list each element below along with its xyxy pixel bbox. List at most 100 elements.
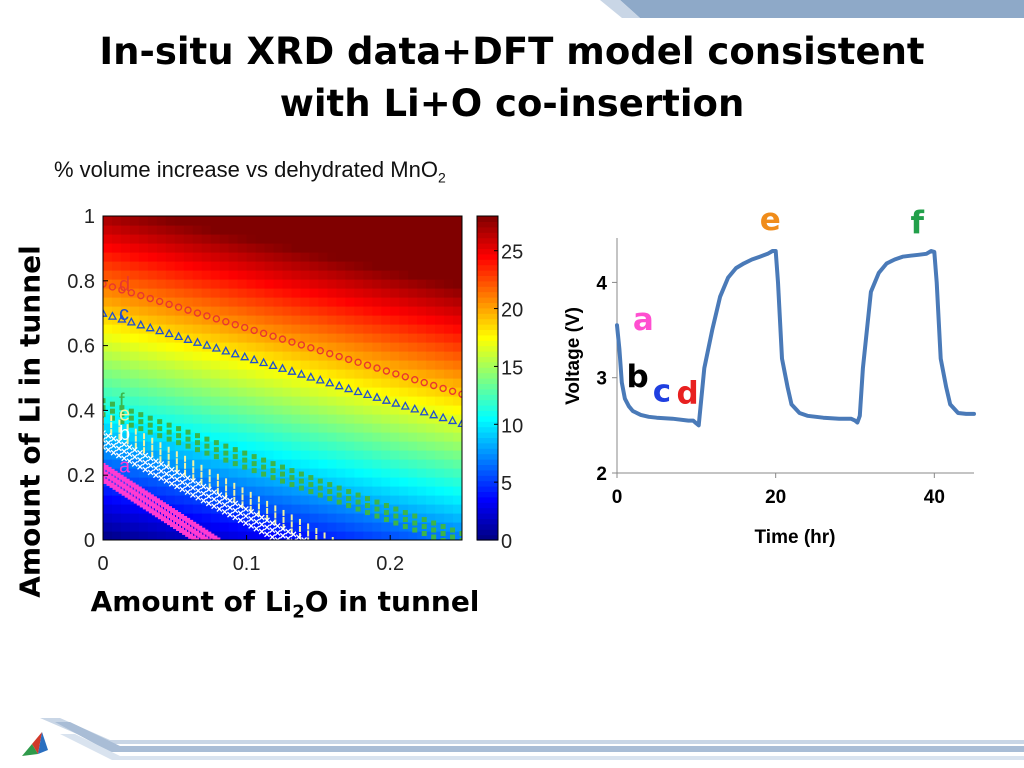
heatmap-cell [255, 414, 266, 424]
heatmap-point-f [109, 408, 115, 414]
colorbar-band [477, 399, 498, 406]
heatmap-cell [309, 486, 319, 496]
heatmap-cell [345, 360, 355, 370]
heatmap-cell [363, 369, 373, 379]
heatmap-cell [372, 324, 382, 334]
heatmap-cell [291, 270, 302, 280]
heatmap-cell [129, 387, 140, 397]
heatmap-point-d [297, 341, 306, 349]
heatmap-cell [255, 531, 266, 540]
heatmap-point-e [118, 433, 121, 440]
heatmap-point-d [278, 335, 287, 343]
heatmap-cell [156, 252, 167, 262]
heatmap-cell [210, 468, 221, 478]
heatmap-point-a [200, 527, 206, 533]
heatmap-cell [174, 288, 185, 298]
colorbar-band [477, 491, 498, 498]
heatmap-cell [291, 396, 302, 406]
heatmap-cell [255, 450, 266, 460]
logo-red-icon [32, 732, 42, 754]
heatmap-point-e [151, 437, 154, 444]
heatmap-point-c [429, 409, 439, 419]
heatmap-cell [417, 315, 427, 325]
heatmap-cell [165, 405, 176, 415]
heatmap-point-e [167, 453, 170, 460]
heatmap-cell [426, 405, 436, 415]
heatmap-cell [282, 522, 293, 532]
heatmap-cell [291, 387, 302, 397]
heatmap-cell [453, 252, 462, 262]
heatmap-cell [435, 270, 445, 280]
heatmap-point-b [221, 501, 228, 508]
heatmap-point-b [163, 477, 170, 484]
heatmap-cell [192, 405, 203, 415]
heatmap-point-a [176, 526, 182, 532]
heatmap-cell [273, 468, 284, 478]
heatmap-cell [291, 306, 302, 316]
heatmap-cell [408, 234, 418, 244]
heatmap-cell [138, 387, 149, 397]
heatmap-cell [390, 225, 400, 235]
heatmap-cell [309, 513, 319, 523]
heatmap-xlabel-prefix: Amount of Li [90, 585, 293, 618]
heatmap-cell [237, 360, 248, 370]
heatmap-cell [273, 513, 284, 523]
heatmap-cell [354, 396, 364, 406]
heatmap-cell [309, 423, 319, 433]
heatmap-point-f [365, 496, 371, 502]
heatmap-point-b [105, 432, 112, 439]
voltage-annotation-a: a [633, 302, 654, 338]
heatmap-cell [300, 387, 311, 397]
heatmap-cell [237, 216, 248, 226]
heatmap-point-e [249, 498, 252, 505]
heatmap-point-d [382, 367, 391, 375]
heatmap-point-e [175, 451, 178, 458]
heatmap-cell [435, 441, 445, 451]
heatmap-cell [210, 522, 221, 532]
heatmap-point-c [447, 415, 458, 425]
heatmap-cell [435, 459, 445, 469]
heatmap-point-b [253, 525, 260, 532]
heatmap-point-e [175, 465, 178, 472]
heatmap-cell [408, 450, 418, 460]
heatmap-cell [444, 513, 454, 523]
heatmap-cell [183, 306, 194, 316]
heatmap-cell [174, 270, 185, 280]
heatmap-cell [129, 216, 140, 226]
heatmap-cell [129, 378, 140, 388]
heatmap-cell [228, 360, 239, 370]
heatmap-cell [219, 369, 230, 379]
heatmap-cell [309, 288, 319, 298]
heatmap-point-f [346, 503, 352, 509]
heatmap-cell [444, 432, 454, 442]
heatmap-point-f [128, 415, 134, 421]
heatmap-cell [399, 423, 409, 433]
heatmap-cell [103, 513, 113, 523]
heatmap-point-d [420, 378, 428, 387]
heatmap-point-b [195, 494, 202, 501]
heatmap-cell [453, 450, 462, 460]
top-decoration-bar [600, 0, 1024, 18]
colorbar-band [477, 345, 498, 352]
heatmap-point-a [157, 514, 163, 520]
heatmap-point-b [279, 532, 286, 539]
heatmap-point-a [142, 497, 148, 503]
heatmap-cell [435, 468, 445, 478]
heatmap-cell [264, 522, 275, 532]
heatmap-cell [246, 450, 257, 460]
heatmap-point-f [223, 457, 229, 463]
heatmap-cell [111, 396, 122, 406]
heatmap-point-c [457, 418, 462, 428]
heatmap-point-e [241, 494, 244, 501]
heatmap-cell [120, 522, 131, 532]
heatmap-cell [237, 405, 248, 415]
heatmap-cell [336, 513, 346, 523]
heatmap-cell [192, 396, 203, 406]
heatmap-point-e [315, 534, 318, 540]
heatmap-cell [336, 261, 346, 271]
heatmap-cell [111, 459, 122, 469]
heatmap-cell [282, 351, 293, 361]
heatmap-cell [372, 405, 382, 415]
heatmap-cell [111, 495, 122, 505]
heatmap-cell [120, 414, 131, 424]
